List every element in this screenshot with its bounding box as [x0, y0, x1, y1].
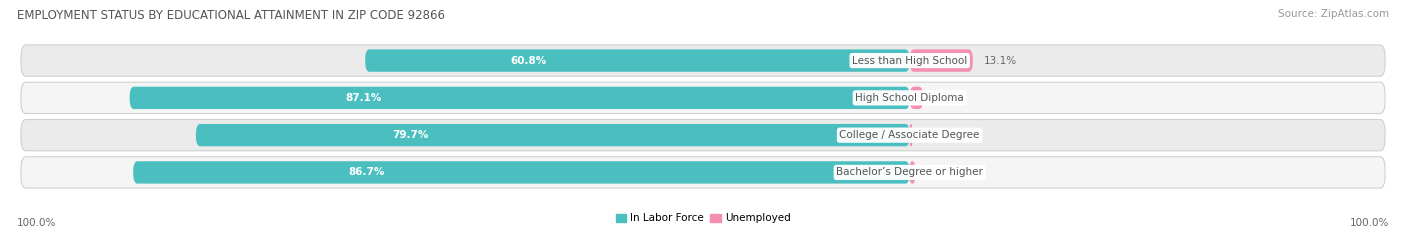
Text: 1.1%: 1.1% — [927, 168, 952, 177]
Text: High School Diploma: High School Diploma — [855, 93, 965, 103]
Text: Source: ZipAtlas.com: Source: ZipAtlas.com — [1278, 9, 1389, 19]
Text: 79.7%: 79.7% — [392, 130, 429, 140]
Text: Bachelor’s Degree or higher: Bachelor’s Degree or higher — [837, 168, 983, 177]
Text: 2.8%: 2.8% — [934, 93, 960, 103]
Text: Less than High School: Less than High School — [852, 56, 967, 65]
Text: 60.8%: 60.8% — [510, 56, 547, 65]
FancyBboxPatch shape — [21, 45, 1385, 76]
Text: 0.5%: 0.5% — [924, 130, 949, 140]
FancyBboxPatch shape — [195, 124, 910, 146]
FancyBboxPatch shape — [910, 49, 973, 72]
FancyBboxPatch shape — [134, 161, 910, 184]
Text: 100.0%: 100.0% — [1350, 218, 1389, 228]
FancyBboxPatch shape — [910, 161, 915, 184]
Text: EMPLOYMENT STATUS BY EDUCATIONAL ATTAINMENT IN ZIP CODE 92866: EMPLOYMENT STATUS BY EDUCATIONAL ATTAINM… — [17, 9, 444, 22]
Text: 86.7%: 86.7% — [347, 168, 384, 177]
Text: 87.1%: 87.1% — [346, 93, 382, 103]
Text: 100.0%: 100.0% — [17, 218, 56, 228]
FancyBboxPatch shape — [21, 82, 1385, 113]
FancyBboxPatch shape — [21, 157, 1385, 188]
FancyBboxPatch shape — [21, 120, 1385, 151]
Text: College / Associate Degree: College / Associate Degree — [839, 130, 980, 140]
Legend: In Labor Force, Unemployed: In Labor Force, Unemployed — [612, 209, 794, 228]
FancyBboxPatch shape — [910, 87, 924, 109]
FancyBboxPatch shape — [366, 49, 910, 72]
FancyBboxPatch shape — [129, 87, 910, 109]
Text: 13.1%: 13.1% — [984, 56, 1017, 65]
FancyBboxPatch shape — [910, 124, 912, 146]
